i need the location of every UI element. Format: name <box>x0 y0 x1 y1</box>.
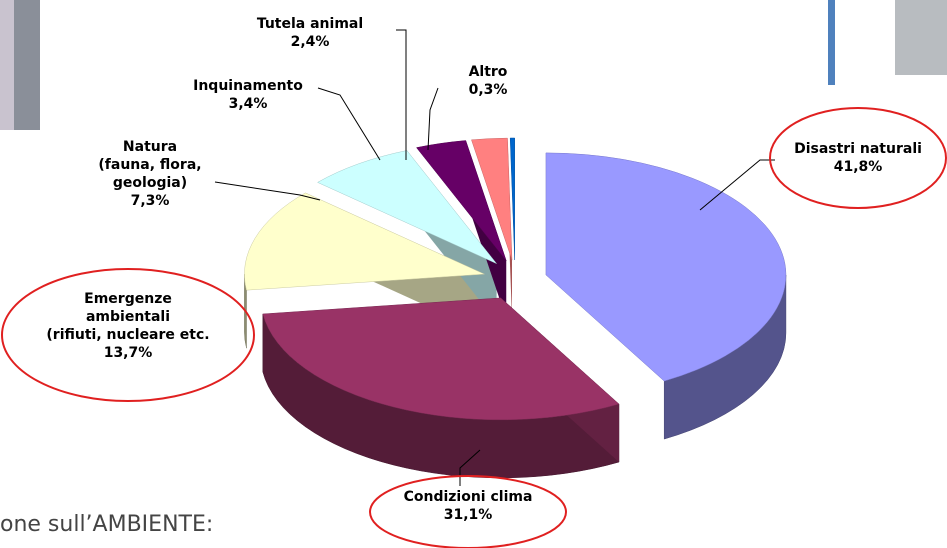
category-label: (rifiuti, nucleare etc. <box>46 326 209 344</box>
leader-line <box>318 88 380 160</box>
photo-right <box>895 0 947 75</box>
category-label: (fauna, flora, <box>98 156 201 174</box>
value-label: 7,3% <box>98 192 201 210</box>
slide: one sull’AMBIENTE: Disastri naturali41,8… <box>0 0 947 548</box>
value-label: 31,1% <box>404 506 533 524</box>
value-label: 0,3% <box>469 81 508 99</box>
leader-line <box>428 88 438 150</box>
category-label: Natura <box>98 138 201 156</box>
slice-label: Natura(fauna, flora,geologia)7,3% <box>98 138 201 210</box>
value-label: 13,7% <box>46 344 209 362</box>
category-label: ambientali <box>46 308 209 326</box>
caption: one sull’AMBIENTE: <box>0 512 213 537</box>
value-label: 3,4% <box>193 95 303 113</box>
accent-bar <box>828 0 835 85</box>
category-label: Inquinamento <box>193 77 303 95</box>
value-label: 2,4% <box>257 33 363 51</box>
value-label: 41,8% <box>794 158 922 176</box>
leader-line <box>396 30 406 160</box>
category-label: Emergenze <box>46 290 209 308</box>
category-label: geologia) <box>98 174 201 192</box>
category-label: Disastri naturali <box>794 140 922 158</box>
photo-left-detail <box>0 0 14 130</box>
category-label: Altro <box>469 63 508 81</box>
category-label: Condizioni clima <box>404 488 533 506</box>
category-label: Tutela animal <box>257 15 363 33</box>
